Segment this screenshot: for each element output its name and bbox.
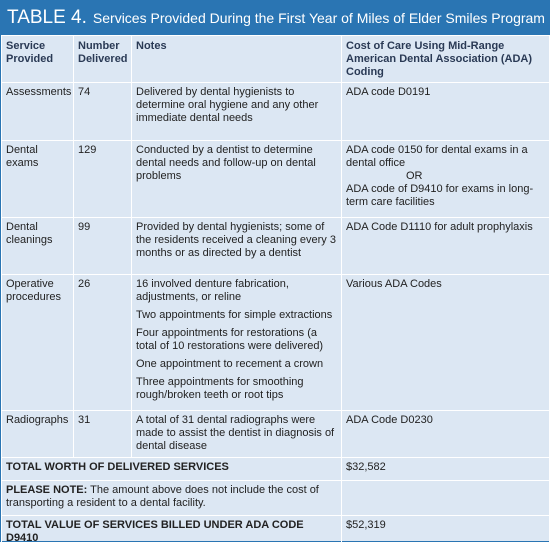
total-worth-label: TOTAL WORTH OF DELIVERED SERVICES: [1, 457, 342, 481]
note-text: Three appointments for smoothing rough/b…: [136, 376, 304, 401]
total-value-cell: TOTAL VALUE OF SERVICES BILLED UNDER ADA…: [1, 515, 342, 542]
total-value-label: TOTAL VALUE OF SERVICES BILLED UNDER ADA…: [6, 519, 304, 542]
notes-cell: A total of 31 dental radiographs were ma…: [131, 410, 342, 458]
cost-cell: Various ADA Codes: [341, 274, 550, 411]
note-cell: PLEASE NOTE: The amount above does not i…: [1, 480, 342, 516]
cost-text: Various ADA Codes: [346, 278, 442, 290]
total-worth-row: TOTAL WORTH OF DELIVERED SERVICES $32,582: [1, 457, 550, 481]
column-header: Service Provided: [1, 35, 74, 83]
number-cell: 31: [73, 410, 132, 458]
header-row: Service Provided Number Delivered Notes Cos…: [1, 35, 550, 83]
cost-text: ADA Code D1110 for adult prophylaxis: [346, 221, 533, 233]
column-header: Notes: [131, 35, 342, 83]
number-cell: 129: [73, 140, 132, 218]
title-bar: TABLE 4. Services Provided During the Fi…: [1, 1, 549, 35]
cost-cell: ADA Code D0230: [341, 410, 550, 458]
service-cell: Dental exams: [1, 140, 74, 218]
total-value-row: TOTAL VALUE OF SERVICES BILLED UNDER ADA…: [1, 515, 550, 542]
table-label: TABLE 4.: [7, 7, 87, 28]
cost-text: OR: [406, 170, 423, 182]
cost-text: ADA code of D9410 for exams in long-term…: [346, 183, 534, 208]
data-row: Assessments 74 Delivered by dental hygieni…: [1, 82, 550, 141]
note-text: One appointment to recement a crown: [136, 358, 324, 370]
note-text: Conducted by a dentist to determine dent…: [136, 144, 316, 182]
notes-cell: Delivered by dental hygienists to determ…: [131, 82, 342, 141]
cost-cell: ADA Code D1110 for adult prophylaxis: [341, 217, 550, 275]
number-cell: 99: [73, 217, 132, 275]
data-row: Dental exams 129 Conducted by a dentist to…: [1, 140, 550, 218]
cost-cell: ADA code 0150 for dental exams in a dent…: [341, 140, 550, 218]
services-table: Service Provided Number Delivered Notes Cos…: [1, 35, 550, 542]
column-header: Number Delivered: [73, 35, 132, 83]
note-text: The amount above does not include the co…: [6, 484, 319, 509]
column-header: Cost of Care Using Mid-Range American De…: [341, 35, 550, 83]
data-row: Operative procedures 26 16 involved dentur…: [1, 274, 550, 411]
number-cell: 26: [73, 274, 132, 411]
cost-text: ADA Code D0230: [346, 414, 433, 426]
note-text: Two appointments for simple extractions: [136, 309, 333, 321]
note-text: A total of 31 dental radiographs were ma…: [136, 414, 335, 452]
note-text: Four appointments for restorations (a to…: [136, 327, 324, 352]
note-text: Delivered by dental hygienists to determ…: [136, 86, 319, 124]
service-cell: Radiographs: [1, 410, 74, 458]
service-cell: Assessments: [1, 82, 74, 141]
notes-cell: Provided by dental hygienists; some of t…: [131, 217, 342, 275]
data-row: Dental cleanings 99 Provided by dental hyg…: [1, 217, 550, 275]
note-text: Provided by dental hygienists; some of t…: [136, 221, 336, 259]
table-title: Services Provided During the First Year …: [92, 10, 545, 26]
empty-cell: [341, 480, 550, 516]
cost-cell: ADA code D0191: [341, 82, 550, 141]
notes-cell: Conducted by a dentist to determine dent…: [131, 140, 342, 218]
note-row: PLEASE NOTE: The amount above does not i…: [1, 480, 550, 516]
total-worth-value: $32,582: [341, 457, 550, 481]
note-label: PLEASE NOTE:: [6, 484, 88, 496]
cost-text: ADA code 0150 for dental exams in a dent…: [346, 144, 528, 169]
note-text: 16 involved denture fabrication, adjustm…: [136, 278, 289, 303]
number-cell: 74: [73, 82, 132, 141]
service-cell: Dental cleanings: [1, 217, 74, 275]
total-value-value: $52,319: [341, 515, 550, 542]
service-cell: Operative procedures: [1, 274, 74, 411]
cost-text: ADA code D0191: [346, 86, 431, 98]
notes-cell: 16 involved denture fabrication, adjustm…: [131, 274, 342, 411]
data-row: Radiographs 31 A total of 31 dental radiog…: [1, 410, 550, 458]
